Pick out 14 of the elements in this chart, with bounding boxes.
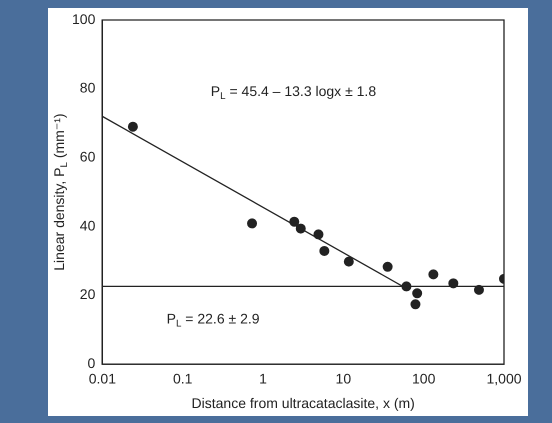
- x-tick-label: 0.01: [88, 370, 116, 386]
- y-tick-label: 20: [80, 286, 96, 302]
- x-tick-label: 100: [412, 370, 436, 386]
- y-tick-label: 0: [88, 355, 96, 372]
- x-tick-label: 1,000: [486, 370, 522, 386]
- x-tick-label: 1: [259, 370, 268, 386]
- y-tick-label: 80: [80, 80, 96, 96]
- y-tick-label: 60: [80, 148, 96, 165]
- x-tick-label: 0.1: [172, 370, 193, 386]
- x-axis-title: Distance from ultracataclasite, x (m): [192, 394, 415, 411]
- x-tick-label: 10: [336, 370, 352, 386]
- y-axis-title: Linear density, PL (mm⁻¹): [50, 113, 70, 271]
- y-tick-label: 100: [72, 10, 96, 27]
- y-tick-label: 40: [80, 217, 96, 234]
